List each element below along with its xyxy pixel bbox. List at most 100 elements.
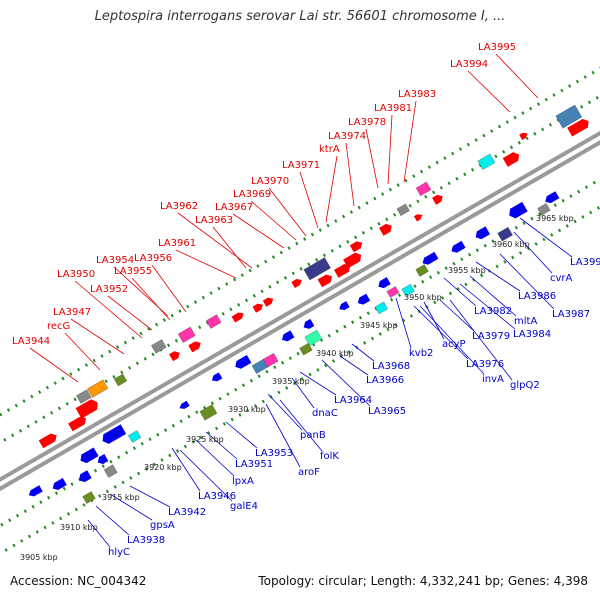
gene-20 [349,241,363,253]
leader-rev-16 [339,355,369,376]
gene-28 [519,132,528,140]
leader-rev-5 [179,449,233,502]
gene-shape [205,314,222,330]
gene-shape [545,191,560,204]
label-rev-lpxa: lpxA [232,476,254,487]
gene-shape [334,264,351,278]
leader-fwd-14 [268,187,307,237]
gene-52 [378,277,391,289]
scale-label-8: 3940 kbp [316,349,354,358]
label-rev-arof: aroF [298,467,320,478]
label-rev-dnac: dnaC [312,408,338,419]
chromosome-backbone [0,130,600,492]
label-rev-mlta: mltA [514,316,537,327]
gene-56 [415,263,429,278]
gene-shape [188,341,201,353]
gene-21 [379,223,392,236]
label-rev-hlyc: hlyC [108,547,130,558]
backbone-line-2 [0,140,600,492]
gene-49 [299,342,313,356]
leader-fwd-22 [495,53,539,99]
gene-shape [475,226,491,240]
gene-shape [304,329,323,347]
leader-fwd-13 [250,200,297,241]
gene-37 [102,424,127,444]
gene-shape [86,379,109,398]
gene-shape [52,478,67,490]
leader-rev-27 [475,261,521,292]
gene-shape [422,251,439,265]
gene-shape [28,485,43,497]
gene-shape [349,241,363,253]
leader-rev-17 [351,343,375,362]
label-fwd-la3981: LA3981 [374,103,412,114]
gene-shape [79,470,92,483]
gene-features [28,104,589,505]
label-fwd-la3995: LA3995 [478,42,516,53]
leader-rev-29 [513,231,553,274]
label-fwd-la3952: LA3952 [90,284,128,295]
gene-14 [262,297,274,307]
gene-shape [103,464,118,479]
leader-rev-24 [443,277,477,307]
gene-shape [80,447,99,464]
label-fwd-la3956: LA3956 [134,253,172,264]
label-rev-la3953: LA3953 [255,448,293,459]
gene-59 [475,226,491,240]
gene-12 [231,312,244,323]
gene-34 [80,447,99,464]
leader-fwd-18 [365,128,379,189]
gene-54 [401,283,415,297]
gene-47 [303,318,315,329]
label-fwd-la3983: LA3983 [398,89,436,100]
label-rev-folk: folK [320,451,339,462]
gene-shape [567,118,589,137]
label-rev-inva: invA [482,374,504,385]
leader-fwd-19 [387,114,393,185]
label-fwd-la3955: LA3955 [114,266,152,277]
label-leader-lines [29,53,573,548]
label-fwd-la3994: LA3994 [450,59,488,70]
gene-shape [374,301,389,315]
gene-shape [378,277,391,289]
gene-26 [477,153,496,171]
gene-50 [339,301,350,311]
gene-4 [86,379,109,398]
leader-rev-8 [205,431,238,460]
leader-rev-4 [129,485,171,508]
gene-42 [211,372,223,382]
label-rev-la3982: LA3982 [474,306,512,317]
leader-fwd-20 [403,100,417,183]
gene-43 [235,355,252,369]
label-fwd-la3974: LA3974 [328,131,366,142]
label-rev-la3966: LA3966 [366,375,404,386]
gene-shape [82,490,96,505]
leader-fwd-4 [74,280,143,339]
leader-rev-30 [519,217,573,258]
label-fwd-la3962: LA3962 [160,201,198,212]
label-fwd-la3963: LA3963 [195,215,233,226]
gene-shape [299,342,313,356]
leader-fwd-10 [177,212,253,269]
leader-fwd-16 [325,155,338,223]
gene-shape [199,404,218,421]
leader-rev-1 [87,519,111,548]
leader-rev-22 [439,299,475,332]
label-rev-glpq2: glpQ2 [510,380,540,391]
label-rev-la3938: LA3938 [127,535,165,546]
gene-11 [205,314,222,330]
gene-35 [103,464,118,479]
gene-30 [567,118,589,137]
gene-shape [303,318,315,329]
gene-32 [52,478,67,490]
gene-shape [177,326,196,344]
label-rev-la3942: LA3942 [168,507,206,518]
kbp-scale-labels: 3905 kbp 3910 kbp 3915 kbp 3920 kbp 3925 kbp… [20,214,574,562]
leader-fwd-1 [29,347,79,383]
label-fwd-la3967: LA3967 [215,202,253,213]
label-rev-la3965: LA3965 [368,406,406,417]
gene-shape [127,429,142,444]
gene-7 [150,338,167,354]
leader-rev-7 [195,439,235,477]
